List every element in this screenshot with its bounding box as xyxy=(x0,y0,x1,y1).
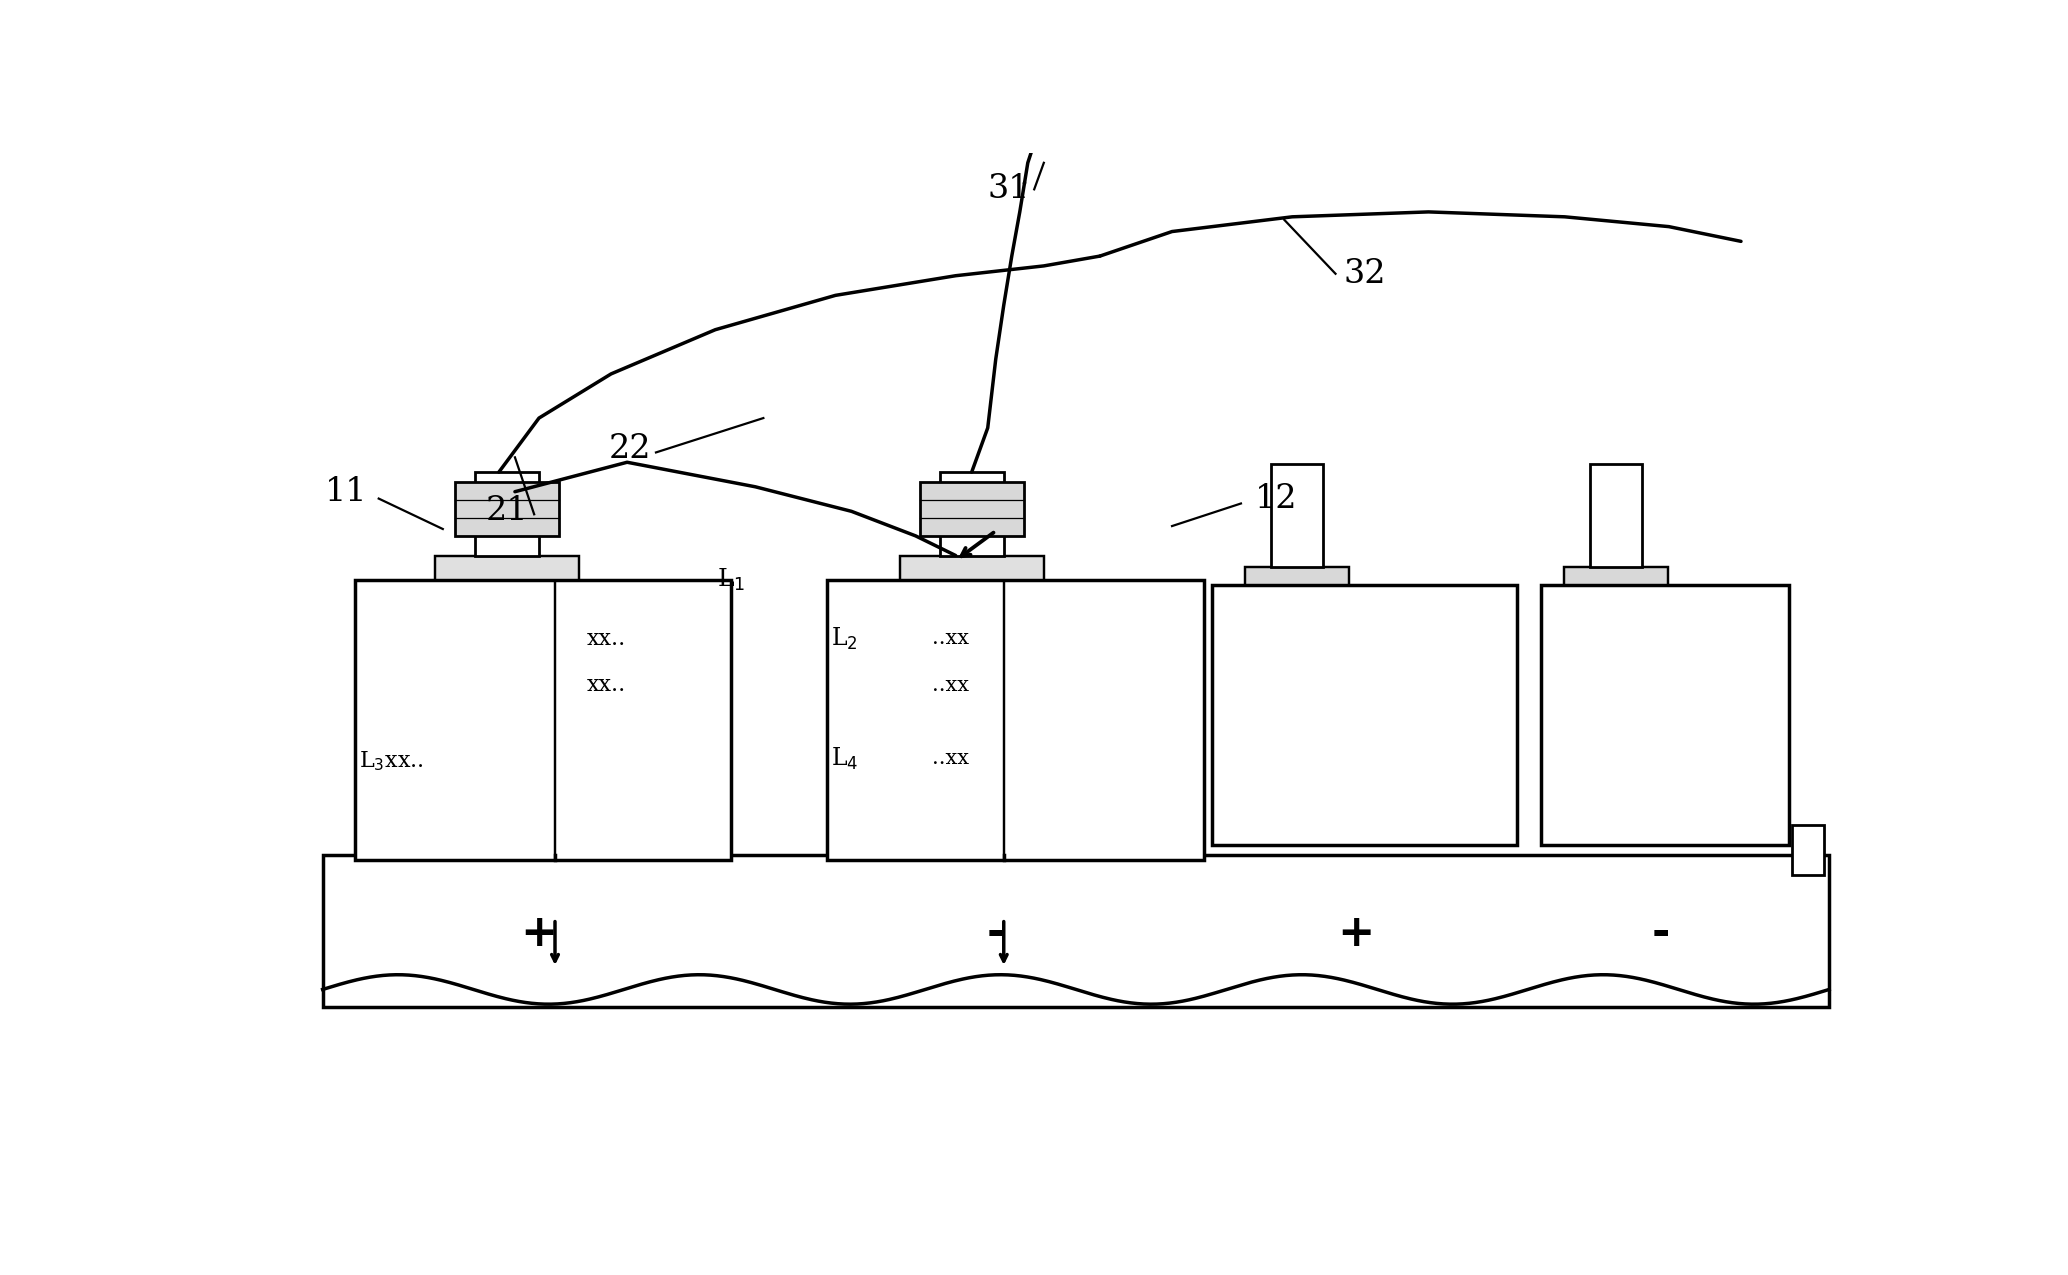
Text: +: + xyxy=(1338,912,1375,955)
Bar xyxy=(1793,825,1824,875)
Text: xx..: xx.. xyxy=(587,674,627,696)
Bar xyxy=(323,856,1828,1007)
Text: -: - xyxy=(1652,912,1671,955)
Text: 11: 11 xyxy=(325,476,368,507)
Text: 21: 21 xyxy=(486,496,527,528)
Text: ..xx: ..xx xyxy=(931,630,968,649)
Text: 32: 32 xyxy=(1342,258,1386,289)
Text: +: + xyxy=(521,912,558,955)
Text: L$_4$: L$_4$ xyxy=(831,746,858,771)
Bar xyxy=(920,482,1024,536)
Text: L$_2$: L$_2$ xyxy=(831,626,858,652)
Text: L$_1$: L$_1$ xyxy=(718,567,744,593)
Text: 31: 31 xyxy=(986,173,1030,205)
Bar xyxy=(1590,464,1642,567)
Bar xyxy=(1245,567,1348,585)
Text: 22: 22 xyxy=(610,434,651,465)
Text: -: - xyxy=(986,912,1005,955)
Bar xyxy=(356,580,732,859)
Bar xyxy=(1212,585,1516,845)
Text: ..xx: ..xx xyxy=(931,676,968,695)
Text: xx..: xx.. xyxy=(587,629,627,650)
Bar xyxy=(434,556,579,580)
Text: L$_3$xx..: L$_3$xx.. xyxy=(360,750,424,774)
Bar xyxy=(900,556,1044,580)
Bar xyxy=(1270,464,1324,567)
Bar xyxy=(827,580,1204,859)
Bar xyxy=(1563,567,1669,585)
Text: 12: 12 xyxy=(1255,482,1297,515)
Bar xyxy=(476,472,540,556)
Bar xyxy=(455,482,558,536)
Text: ..xx: ..xx xyxy=(931,750,968,769)
Bar xyxy=(1541,585,1789,845)
Bar xyxy=(939,472,1003,556)
